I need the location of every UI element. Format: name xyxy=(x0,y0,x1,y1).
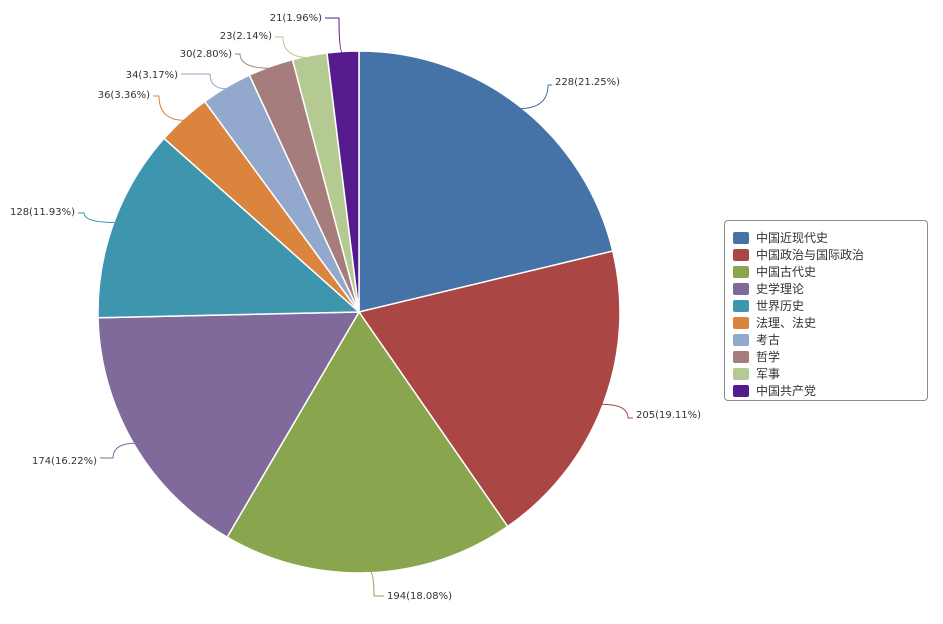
legend-label: 世界历史 xyxy=(756,299,805,313)
data-label-4: 128(11.93%) xyxy=(10,207,75,218)
legend-item-3[interactable]: 史学理论 xyxy=(733,280,927,297)
leader-line-8 xyxy=(275,36,311,59)
legend-label: 军事 xyxy=(756,367,781,381)
data-label-9: 21(1.96%) xyxy=(270,13,322,24)
pie-slice-0[interactable] xyxy=(358,50,614,313)
data-label-1: 205(19.11%) xyxy=(636,410,701,421)
data-label-3: 174(16.22%) xyxy=(32,456,97,467)
legend-swatch xyxy=(733,231,749,244)
legend-item-8[interactable]: 军事 xyxy=(733,365,927,382)
leader-line-6 xyxy=(181,73,228,90)
legend-swatch xyxy=(733,265,749,278)
legend-item-1[interactable]: 中国政治与国际政治 xyxy=(733,246,927,263)
data-label-2: 194(18.08%) xyxy=(387,591,452,602)
legend-swatch xyxy=(733,299,749,312)
legend: 中国近现代史 中国政治与国际政治 中国古代史 史学理论 世界历史 法理、法史 考… xyxy=(724,220,928,401)
labels-layer: 228(21.25%) 205(19.11%) 194(18.08%) 174(16.… xyxy=(10,13,701,602)
leader-line-0 xyxy=(519,84,552,110)
leader-line-3 xyxy=(100,442,136,459)
pie-slice-2[interactable] xyxy=(226,310,509,574)
data-label-8: 23(2.14%) xyxy=(220,31,272,42)
legend-item-4[interactable]: 世界历史 xyxy=(733,297,927,314)
legend-swatch xyxy=(733,333,749,346)
pie-slice-9[interactable] xyxy=(326,50,360,313)
legend-label: 中国共产党 xyxy=(756,384,817,398)
legend-label: 中国古代史 xyxy=(756,265,817,279)
legend-item-0[interactable]: 中国近现代史 xyxy=(733,229,927,246)
pie-slice-4[interactable] xyxy=(97,137,361,319)
legend-label: 考古 xyxy=(756,333,781,347)
leader-line-2 xyxy=(368,570,384,597)
slices-layer xyxy=(97,50,621,574)
legend-label: 法理、法史 xyxy=(756,316,817,330)
pie-slice-1[interactable] xyxy=(357,250,621,528)
legend-label: 中国政治与国际政治 xyxy=(756,248,865,262)
legend-label: 中国近现代史 xyxy=(756,231,829,245)
leader-line-7 xyxy=(235,53,272,69)
data-label-6: 34(3.17%) xyxy=(126,70,178,81)
legend-swatch xyxy=(733,384,749,397)
legend-swatch xyxy=(733,282,749,295)
legend-item-6[interactable]: 考古 xyxy=(733,331,927,348)
leader-line-1 xyxy=(600,403,633,419)
legend-swatch xyxy=(733,316,749,329)
legend-item-9[interactable]: 中国共产党 xyxy=(733,382,927,399)
legend-item-2[interactable]: 中国古代史 xyxy=(733,263,927,280)
legend-swatch xyxy=(733,248,749,261)
data-label-7: 30(2.80%) xyxy=(180,49,232,60)
leader-line-5 xyxy=(153,95,185,121)
legend-label: 哲学 xyxy=(756,350,781,364)
data-label-5: 36(3.36%) xyxy=(98,90,150,101)
leader-line-9 xyxy=(325,17,344,54)
legend-item-5[interactable]: 法理、法史 xyxy=(733,314,927,331)
leader-line-4 xyxy=(78,212,117,223)
data-label-0: 228(21.25%) xyxy=(555,77,620,88)
legend-swatch xyxy=(733,350,749,363)
legend-swatch xyxy=(733,367,749,380)
legend-label: 史学理论 xyxy=(756,282,805,296)
legend-item-7[interactable]: 哲学 xyxy=(733,348,927,365)
pie-slice-3[interactable] xyxy=(97,311,361,539)
